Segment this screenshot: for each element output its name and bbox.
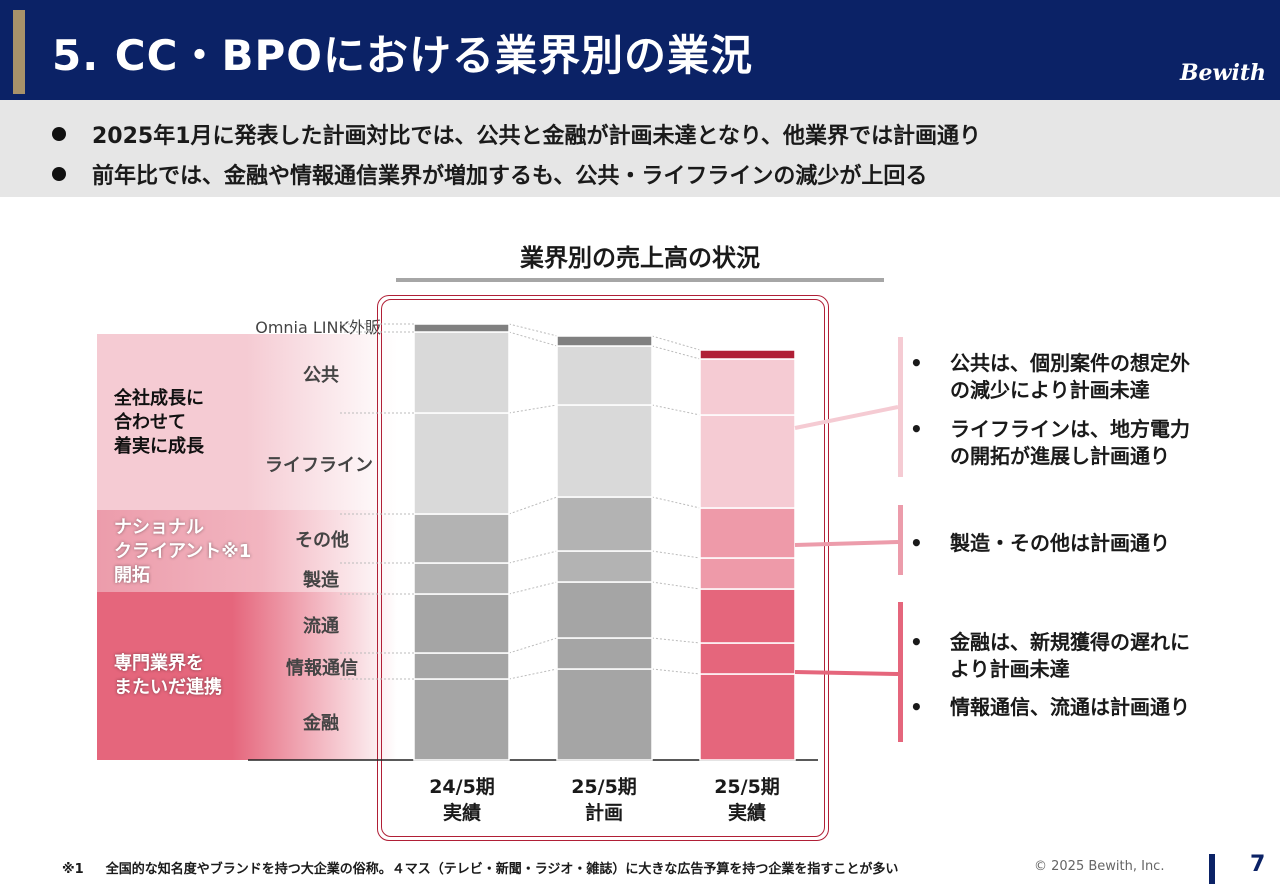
label-guide-lines xyxy=(340,323,414,680)
bar-segment-1-4 xyxy=(556,496,653,552)
connector-line xyxy=(508,550,558,564)
connector-line xyxy=(651,404,701,416)
connector-line xyxy=(508,668,558,680)
connector-line xyxy=(651,637,701,644)
bracket-national-client xyxy=(898,505,903,575)
callout-lines xyxy=(794,405,899,676)
bar-segment-0-6 xyxy=(413,331,510,414)
page-title: 5. CC・BPOにおける業界別の業況 xyxy=(52,31,753,80)
bracket-growth xyxy=(898,337,903,477)
page-number: 7 xyxy=(1250,852,1266,877)
bar-group xyxy=(413,323,796,761)
bar-segment-1-0 xyxy=(556,668,653,761)
series-label-manufacturing: 製造 xyxy=(303,570,339,591)
bar-segment-0-7 xyxy=(413,323,510,333)
connector-line xyxy=(651,668,701,675)
bar-segment-2-1 xyxy=(699,642,796,675)
bar-segment-2-4 xyxy=(699,507,796,559)
bar-segment-1-7 xyxy=(556,335,653,347)
series-label-finance: 金融 xyxy=(303,713,339,734)
bar-segment-1-5 xyxy=(556,404,653,498)
connector-line xyxy=(508,331,558,347)
group-label-growth: 全社成長に 合わせて 着実に成長 xyxy=(114,388,204,457)
connector-line xyxy=(508,637,558,654)
bar-segment-2-5 xyxy=(699,414,796,509)
header-bar xyxy=(0,0,1280,100)
bar-segment-0-3 xyxy=(413,562,510,595)
connector-line xyxy=(651,581,701,590)
summary-text-2: 前年比では、金融や情報通信業界が増加するも、公共・ライフラインの減少が上回る xyxy=(92,164,928,189)
bar-segment-2-2 xyxy=(699,588,796,644)
connector-line xyxy=(651,550,701,559)
callout-line-0 xyxy=(794,405,899,430)
x-label-fy25-actual: 25/5期 実績 xyxy=(714,776,780,824)
header-accent-stripe xyxy=(13,10,25,94)
callout-line-1 xyxy=(794,540,899,547)
bar-segment-2-7 xyxy=(699,349,796,360)
bullet-dot-icon xyxy=(52,127,66,141)
connector-line xyxy=(651,496,701,509)
bar-segment-2-6 xyxy=(699,358,796,416)
group-band-cross-industry xyxy=(97,592,397,760)
connector-line xyxy=(508,496,558,515)
company-logo: Bewith xyxy=(1179,60,1266,86)
bar-segment-1-3 xyxy=(556,550,653,583)
connector-lines xyxy=(508,323,701,680)
bar-segment-0-4 xyxy=(413,513,510,564)
connector-line xyxy=(508,404,558,414)
bar-segment-2-0 xyxy=(699,673,796,761)
bar-segment-1-1 xyxy=(556,637,653,670)
highlight-frame-outer xyxy=(377,295,829,841)
x-label-fy25-plan: 25/5期 計画 xyxy=(571,776,637,824)
series-label-public: 公共 xyxy=(303,365,339,386)
footnote: ※1 全国的な知名度やブランドを持つ大企業の俗称。４マス（テレビ・新聞・ラジオ・雑… xyxy=(62,862,899,877)
bar-segment-1-2 xyxy=(556,581,653,639)
series-label-telecom: 情報通信 xyxy=(286,658,358,679)
series-label-lifeline: ライフライン xyxy=(265,455,373,476)
series-label-retail: 流通 xyxy=(303,616,339,637)
bar-segment-1-6 xyxy=(556,345,653,406)
chart-title-underline xyxy=(396,278,884,282)
bar-segment-0-1 xyxy=(413,652,510,680)
callout-line-2 xyxy=(794,670,899,676)
bar-segment-0-0 xyxy=(413,678,510,761)
connector-line xyxy=(651,345,701,360)
bullet-dot-icon xyxy=(52,167,66,181)
connector-line xyxy=(508,581,558,595)
page-number-bar xyxy=(1209,854,1215,884)
x-label-fy24-actual: 24/5期 実績 xyxy=(429,776,495,824)
bar-segment-2-3 xyxy=(699,557,796,590)
copyright: © 2025 Bewith, Inc. xyxy=(1034,859,1165,874)
bar-segment-0-5 xyxy=(413,412,510,515)
highlight-frame-inner xyxy=(381,299,825,837)
summary-text-1: 2025年1月に発表した計画対比では、公共と金融が計画未達となり、他業界では計画… xyxy=(92,124,982,149)
series-label-other: その他 xyxy=(295,530,349,551)
summary-bullet-2: 前年比では、金融や情報通信業界が増加するも、公共・ライフラインの減少が上回る xyxy=(52,158,927,190)
connector-line xyxy=(651,335,701,351)
summary-panel: 2025年1月に発表した計画対比では、公共と金融が計画未達となり、他業界では計画… xyxy=(0,100,1280,197)
summary-bullet-1: 2025年1月に発表した計画対比では、公共と金融が計画未達となり、他業界では計画… xyxy=(52,118,981,150)
chart-title: 業界別の売上高の状況 xyxy=(520,244,760,272)
group-label-national-client: ナショナル クライアント※1 開拓 xyxy=(114,517,252,586)
group-band-national-client xyxy=(97,510,397,592)
group-label-cross-industry: 専門業界を またいだ連携 xyxy=(114,653,222,698)
group-band-growth xyxy=(97,334,397,510)
bracket-cross-industry xyxy=(898,602,903,742)
bar-segment-0-2 xyxy=(413,593,510,654)
connector-line xyxy=(508,323,558,337)
